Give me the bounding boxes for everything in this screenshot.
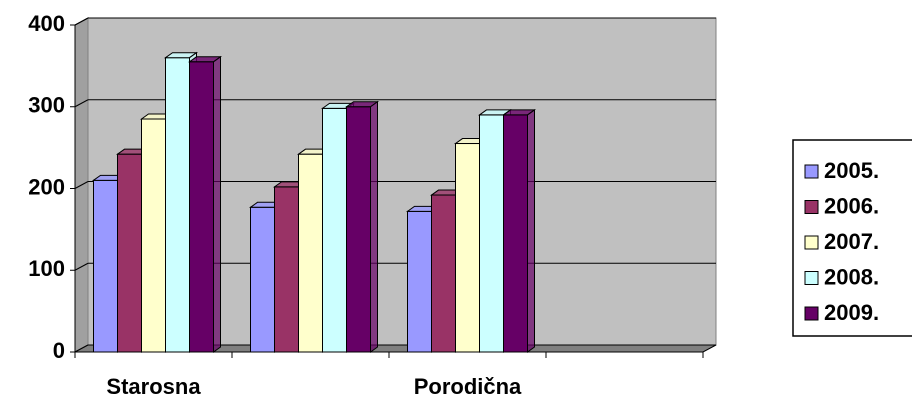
- x-tick-label: Porodična: [414, 374, 522, 399]
- legend-swatch: [804, 271, 819, 285]
- legend-label: 2008.: [824, 264, 879, 289]
- grid-line: [74, 17, 89, 26]
- grid-line: [74, 262, 89, 271]
- x-tick-label: Starosna: [106, 374, 201, 399]
- bar: [346, 106, 371, 353]
- bar: [250, 206, 275, 353]
- legend-label: 2005.: [824, 158, 879, 183]
- bar: [189, 61, 214, 353]
- bar-side: [370, 100, 378, 353]
- bar-side: [213, 55, 221, 353]
- legend-swatch: [804, 200, 819, 214]
- legend-swatch: [804, 235, 819, 250]
- legend-label: 2006.: [824, 193, 879, 218]
- bar: [479, 114, 504, 353]
- y-tick-label: 300: [28, 93, 65, 118]
- bar: [503, 114, 528, 353]
- y-tick-label: 0: [53, 338, 65, 363]
- bar: [117, 153, 142, 353]
- grid-line: [74, 99, 89, 108]
- bar: [141, 118, 166, 353]
- legend-label: 2007.: [824, 229, 879, 254]
- legend-swatch: [804, 164, 819, 179]
- bar: [455, 143, 480, 353]
- bar: [93, 179, 118, 353]
- y-tick-label: 400: [28, 11, 65, 36]
- bar: [322, 107, 347, 353]
- bar: [407, 210, 432, 353]
- bar: [298, 153, 323, 353]
- grid-line: [74, 181, 89, 189]
- y-tick-label: 100: [28, 256, 65, 281]
- bar: [274, 186, 299, 353]
- bar-side: [527, 108, 535, 353]
- bar: [165, 57, 190, 353]
- y-tick-label: 200: [28, 174, 65, 199]
- bar: [431, 194, 456, 353]
- legend-swatch: [804, 306, 819, 321]
- legend-label: 2009.: [824, 300, 879, 325]
